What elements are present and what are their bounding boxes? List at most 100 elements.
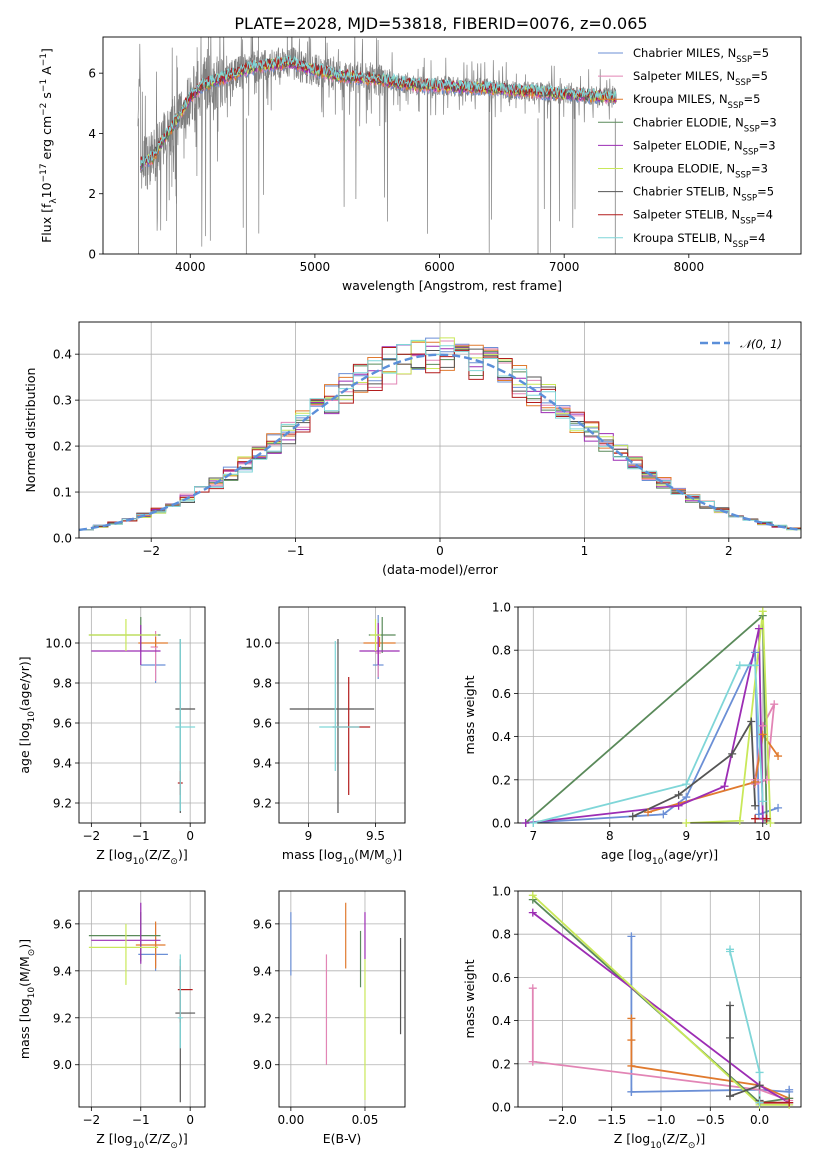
- label-part: )]: [695, 1131, 705, 1146]
- weight-marker: [758, 607, 767, 616]
- tick-label-y: 0.4: [492, 730, 511, 744]
- weight-marker: [674, 790, 683, 799]
- tick-label-y: 0.4: [492, 1014, 511, 1028]
- axes-frame: [278, 606, 406, 824]
- legend-label-main: Salpeter MILES, N: [633, 69, 735, 83]
- label-part: ]: [39, 48, 54, 53]
- legend-label-main: Salpeter ELODIE, N: [633, 138, 743, 152]
- panel-mass_vs_ebv: 0.00 0.05 9.0 9.2 9.4 9.6 E(B-V): [253, 890, 406, 1146]
- label-part: 10: [652, 857, 664, 867]
- tick-label-y: 9.6: [253, 717, 272, 731]
- tick-label-y: 1.0: [492, 601, 511, 615]
- label-part: A: [39, 66, 54, 79]
- tick-label-y: 9.4: [253, 964, 272, 978]
- observed-spectrum: [137, 37, 617, 253]
- weight-marker: [754, 624, 763, 633]
- tick-label-x: 1: [581, 544, 589, 558]
- legend-label: Kroupa STELIB, NSSP=4: [633, 231, 765, 250]
- weight-marker: [774, 752, 783, 761]
- tick-label-y: 0.8: [492, 928, 511, 942]
- legend-label-suffix: =4: [756, 208, 773, 222]
- legend-label-main: Chabrier MILES, N: [633, 46, 736, 60]
- tick-label-y: 9.0: [53, 1058, 72, 1072]
- weight-marker: [770, 700, 779, 709]
- legend-label: 𝒩(0, 1): [740, 337, 782, 351]
- figure-title: PLATE=2028, MJD=53818, FIBERID=0076, z=0…: [234, 14, 647, 33]
- label-part: )]: [17, 939, 32, 949]
- plot-area: [290, 902, 402, 1100]
- panel-spectrum: 4000 5000 6000 7000 8000 0 2 4 6 wavelength [Angs…: [39, 36, 802, 293]
- weight-marker: [785, 1098, 794, 1107]
- label-part: erg cm: [39, 116, 54, 164]
- legend-label-suffix: =5: [743, 92, 760, 106]
- legend-label-main: Kroupa STELIB, N: [633, 231, 733, 245]
- label-part: 10: [133, 857, 145, 867]
- legend-label-sub: SSP: [736, 55, 752, 65]
- weight-marker: [628, 812, 637, 821]
- panel-weight_vs_Z: −2.0 −1.5 −1.0 −0.5 0.0 0.0 0.2 0.4 0.6 0.8 1.0 Z […: [462, 885, 802, 1151]
- panel-age_vs_Z: −2 −1 09.29.49.69.810.0Z [log10(Z/Z⊙)]age …: [17, 606, 206, 867]
- weight-marker: [627, 1036, 636, 1045]
- tick-label-x: 8000: [674, 260, 705, 274]
- weight-series-line: [525, 628, 764, 823]
- weight-marker: [762, 775, 771, 784]
- tick-label-y: 0.0: [492, 817, 511, 831]
- tick-label-x: 5000: [300, 260, 331, 274]
- tick-label-y: 0.8: [492, 644, 511, 658]
- weight-marker: [682, 793, 691, 802]
- legend-label-sub: SSP: [743, 147, 759, 157]
- tick-label-x: 7: [529, 829, 537, 843]
- label-part: (Z/Z: [144, 1131, 170, 1146]
- weight-marker: [758, 797, 767, 806]
- axis-label: age [log10(age/yr)]: [17, 656, 37, 773]
- weight-marker: [529, 819, 538, 827]
- label-part: ⊙: [170, 857, 178, 867]
- label-part: ⊙: [27, 949, 37, 957]
- label-part: −1: [39, 53, 49, 66]
- tick-label-x: 7000: [549, 260, 580, 274]
- label-part: ⊙: [688, 1141, 696, 1151]
- panel-age_vs_mass: 9 9.5 9.2 9.4 9.6 9.8 10.0 mass [log10(M/M⊙)]: [245, 606, 406, 867]
- label-part: age [log: [17, 722, 32, 773]
- weight-marker: [726, 1092, 735, 1101]
- weight-marker: [754, 810, 763, 819]
- label-part: 10: [39, 182, 54, 198]
- weight-marker: [751, 648, 760, 657]
- axis-label: age [log10(age/yr)]: [601, 847, 718, 867]
- legend-label: Salpeter STELIB, NSSP=4: [633, 208, 773, 227]
- legend-label-sub: SSP: [728, 101, 744, 111]
- label-part: mass [log: [282, 847, 343, 862]
- tick-label-y: 9.6: [53, 917, 72, 931]
- axis-label: (data-model)/error: [382, 562, 499, 577]
- label-part: 10: [650, 1141, 662, 1151]
- legend-label: Kroupa ELODIE, NSSP=3: [633, 162, 768, 181]
- label-part: )]: [178, 1131, 188, 1146]
- legend-label-main: Salpeter STELIB, N: [633, 208, 740, 222]
- tick-label-y: 9.8: [253, 677, 272, 691]
- weight-marker: [758, 721, 767, 730]
- tick-label-y: 6: [88, 67, 96, 81]
- tick-label-x: −1: [287, 544, 305, 558]
- weight-marker: [528, 1057, 537, 1066]
- tick-label-x: 6000: [424, 260, 455, 274]
- legend-label-sub: SSP: [741, 194, 757, 204]
- weight-marker: [747, 717, 756, 726]
- tick-label-x: 4000: [175, 260, 206, 274]
- label-part: s: [39, 92, 54, 103]
- tick-label-y: 9.2: [253, 1011, 272, 1025]
- legend-label: Chabrier ELODIE, NSSP=3: [633, 115, 777, 134]
- tick-label-y: 1.0: [492, 885, 511, 899]
- tick-label-y: 0.6: [492, 971, 511, 985]
- plot-area: [88, 617, 196, 813]
- weight-marker: [627, 1087, 636, 1096]
- weight-marker: [728, 749, 737, 758]
- label-part: −2: [39, 103, 49, 116]
- weight-marker: [751, 814, 760, 823]
- label-part: λ: [49, 198, 59, 204]
- label-part: (Z/Z: [662, 1131, 688, 1146]
- plot-area: [525, 611, 779, 823]
- label-part: (Z/Z: [144, 847, 170, 862]
- tick-label-y: 9.6: [53, 717, 72, 731]
- weight-marker: [528, 891, 537, 900]
